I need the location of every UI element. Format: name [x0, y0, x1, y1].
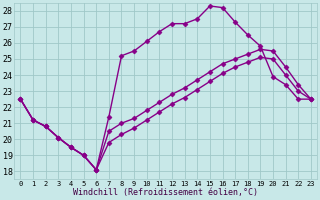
X-axis label: Windchill (Refroidissement éolien,°C): Windchill (Refroidissement éolien,°C)	[73, 188, 258, 197]
